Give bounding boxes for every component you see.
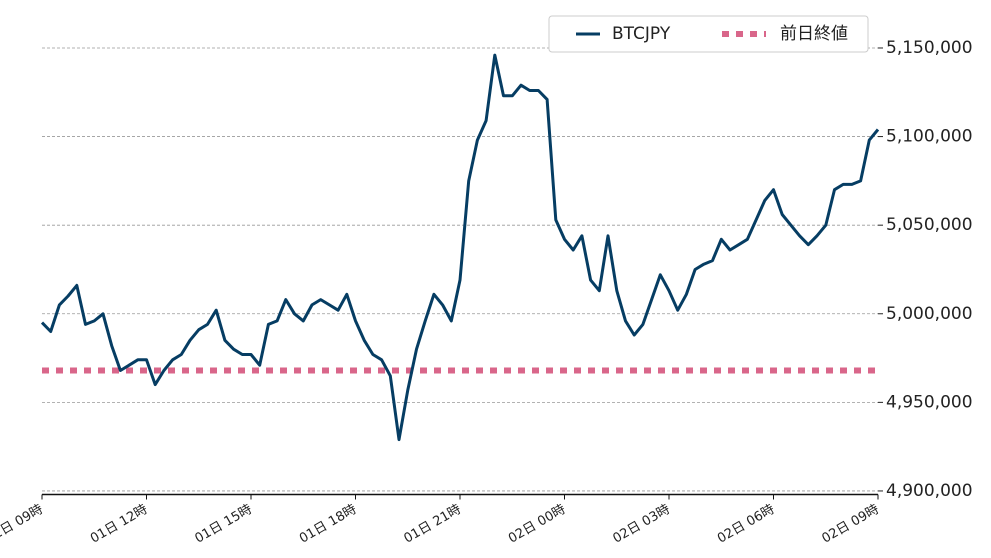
x-tick-label: 02日 09時 bbox=[820, 502, 882, 547]
legend-label: 前日終値 bbox=[780, 24, 848, 44]
y-tick-label: 4,900,000 bbox=[886, 481, 973, 501]
y-tick-label: 4,950,000 bbox=[886, 392, 973, 412]
y-tick-label: 5,050,000 bbox=[886, 215, 973, 235]
legend-box bbox=[548, 15, 869, 53]
x-tick-label: 02日 06時 bbox=[715, 502, 777, 547]
y-tick-label: 5,150,000 bbox=[886, 38, 973, 58]
y-tick-label: 5,000,000 bbox=[886, 304, 973, 324]
x-tick-label: 01日 21時 bbox=[402, 502, 464, 547]
legend-label: BTCJPY bbox=[612, 24, 671, 44]
line-series bbox=[40, 53, 880, 442]
x-tick-label: 02日 00時 bbox=[506, 502, 568, 547]
x-tick-label: 01日 12時 bbox=[88, 502, 150, 547]
y-tick-label: 5,100,000 bbox=[886, 127, 973, 147]
x-tick-label: 01日 15時 bbox=[193, 502, 255, 547]
legend: BTCJPY 前日終値 bbox=[548, 15, 869, 53]
x-tick-label: 02日 03時 bbox=[611, 502, 673, 547]
x-tick-label: 01日 18時 bbox=[297, 502, 359, 547]
x-tick-label: 01日 09時 bbox=[0, 502, 46, 547]
